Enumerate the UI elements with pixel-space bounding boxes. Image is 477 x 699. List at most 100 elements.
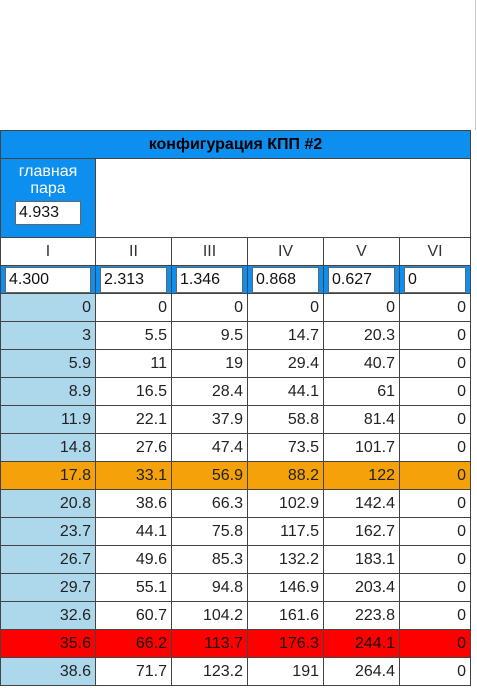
speed-cell: 113.7: [171, 629, 248, 658]
main-pair-label-2: пара: [30, 180, 66, 197]
speed-cell: 123.2: [171, 657, 248, 686]
speed-cell: 19: [171, 349, 248, 378]
gear-ratio-cell: [247, 265, 324, 294]
speed-cell: 3: [0, 321, 96, 350]
speed-cell: 20.3: [323, 321, 400, 350]
gear-ratio-cell: [323, 265, 400, 294]
table-row: 14.8 27.6 47.4 73.5 101.7 0: [0, 433, 472, 462]
speed-cell: 0: [398, 601, 472, 630]
table-row: 5.9 11 19 29.4 40.7 0: [0, 349, 472, 378]
speed-cell: 49.6: [95, 545, 172, 574]
table-row: 29.7 55.1 94.8 146.9 203.4 0: [0, 573, 472, 602]
table-row: 11.9 22.1 37.9 58.8 81.4 0: [0, 405, 472, 434]
speed-cell: 81.4: [323, 405, 400, 434]
speed-cell: 0: [398, 321, 472, 350]
table-row: 38.6 71.7 123.2 191 264.4 0: [0, 657, 472, 686]
speed-cell: 117.5: [247, 517, 324, 546]
speed-cell: 33.1: [95, 461, 172, 490]
table-row: 26.7 49.6 85.3 132.2 183.1 0: [0, 545, 472, 574]
speed-cell: 203.4: [323, 573, 400, 602]
speed-cell: 66.3: [171, 489, 248, 518]
speed-cell: 191: [247, 657, 324, 686]
speed-cell: 223.8: [323, 601, 400, 630]
speed-cell: 73.5: [247, 433, 324, 462]
gear-ratio-input-6[interactable]: [404, 266, 467, 293]
speed-cell: 176.3: [247, 629, 324, 658]
speed-cell: 0: [398, 377, 472, 406]
speed-cell: 244.1: [323, 629, 400, 658]
speed-cell: 5.9: [0, 349, 96, 378]
speed-cell: 44.1: [247, 377, 324, 406]
speed-cell: 75.8: [171, 517, 248, 546]
table-row: 8.9 16.5 28.4 44.1 61 0: [0, 377, 472, 406]
gear-ratio-cell: [0, 265, 96, 294]
speed-cell: 14.8: [0, 433, 96, 462]
speed-cell: 16.5: [95, 377, 172, 406]
title-row: конфигурация КПП #2: [0, 130, 472, 159]
speed-cell: 11.9: [0, 405, 96, 434]
gear-header-row: I II III IV V VI: [0, 237, 472, 266]
speed-cell: 183.1: [323, 545, 400, 574]
gear-ratio-input-2[interactable]: [100, 266, 167, 293]
speed-cell: 56.9: [171, 461, 248, 490]
speed-cell: 37.9: [171, 405, 248, 434]
main-pair-input[interactable]: [15, 201, 81, 225]
speed-cell: 132.2: [247, 545, 324, 574]
speed-cell: 0: [398, 433, 472, 462]
speed-cell: 9.5: [171, 321, 248, 350]
speed-cell: 38.6: [0, 657, 96, 686]
speed-cell: 122: [323, 461, 400, 490]
gear-header-4: IV: [247, 237, 324, 266]
gear-ratio-input-3[interactable]: [176, 266, 243, 293]
gear-ratio-input-4[interactable]: [252, 266, 319, 293]
table-title: конфигурация КПП #2: [0, 130, 472, 159]
gear-header-5: V: [323, 237, 400, 266]
blank-area: [94, 158, 472, 238]
main-pair-label-1: главная: [18, 163, 78, 180]
speed-cell: 102.9: [247, 489, 324, 518]
speed-cell: 0: [398, 629, 472, 658]
speed-cell: 29.7: [0, 573, 96, 602]
speed-cell: 40.7: [323, 349, 400, 378]
main-pair-row: главная пара: [0, 158, 472, 238]
speed-cell: 94.8: [171, 573, 248, 602]
speed-cell: 264.4: [323, 657, 400, 686]
table-row: 23.7 44.1 75.8 117.5 162.7 0: [0, 517, 472, 546]
speed-cell: 146.9: [247, 573, 324, 602]
speed-cell: 85.3: [171, 545, 248, 574]
speed-cell: 0: [398, 349, 472, 378]
gearbox-table: конфигурация КПП #2 главная пара I II II…: [0, 130, 472, 686]
gear-ratio-input-1[interactable]: [5, 266, 91, 293]
speed-cell: 162.7: [323, 517, 400, 546]
speed-cell: 29.4: [247, 349, 324, 378]
speed-cell: 26.7: [0, 545, 96, 574]
gear-ratio-input-5[interactable]: [328, 266, 395, 293]
speed-cell: 8.9: [0, 377, 96, 406]
speed-cell: 0: [323, 293, 400, 322]
gear-ratio-cell: [95, 265, 172, 294]
speed-cell: 0: [398, 293, 472, 322]
speed-cell: 0: [171, 293, 248, 322]
table-row: 17.8 33.1 56.9 88.2 122 0: [0, 461, 472, 490]
gear-header-1: I: [0, 237, 96, 266]
speed-cell: 71.7: [95, 657, 172, 686]
speed-cell: 35.6: [0, 629, 96, 658]
speed-cell: 38.6: [95, 489, 172, 518]
speed-cell: 0: [247, 293, 324, 322]
speed-cell: 55.1: [95, 573, 172, 602]
gear-ratio-cell: [398, 265, 472, 294]
speed-cell: 58.8: [247, 405, 324, 434]
speed-cell: 104.2: [171, 601, 248, 630]
speed-cell: 0: [398, 405, 472, 434]
speed-cell: 88.2: [247, 461, 324, 490]
speed-cell: 161.6: [247, 601, 324, 630]
speed-cell: 0: [398, 545, 472, 574]
speed-cell: 5.5: [95, 321, 172, 350]
gear-ratio-row: [0, 265, 472, 294]
speed-cell: 142.4: [323, 489, 400, 518]
table-row: 35.6 66.2 113.7 176.3 244.1 0: [0, 629, 472, 658]
speed-cell: 23.7: [0, 517, 96, 546]
speed-cell: 28.4: [171, 377, 248, 406]
gear-header-3: III: [171, 237, 248, 266]
